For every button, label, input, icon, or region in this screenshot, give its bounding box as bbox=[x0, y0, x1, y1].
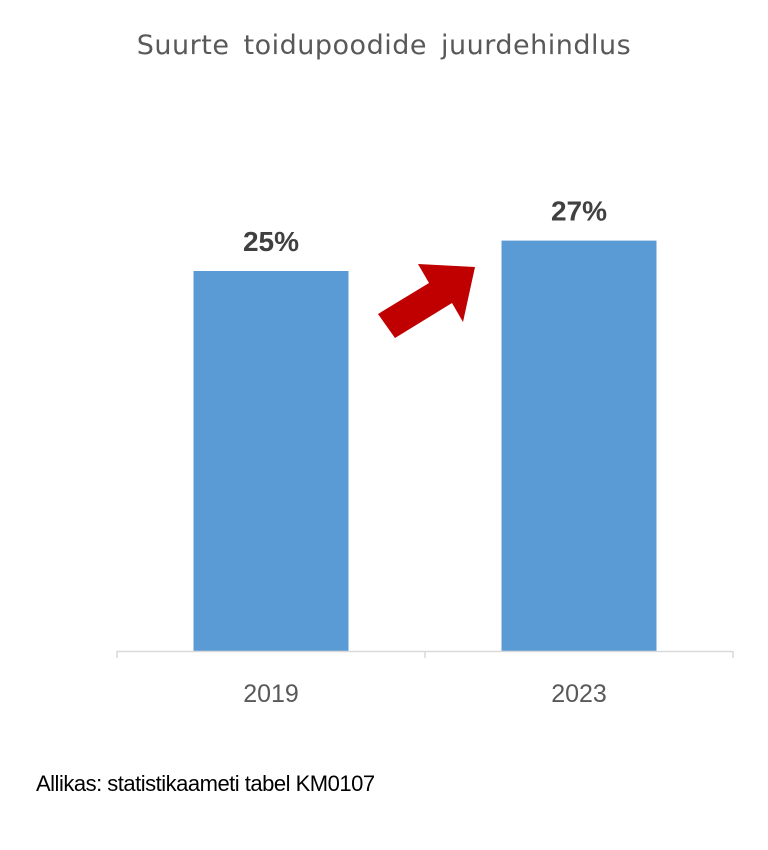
labels-layer: 25% 2019 27% 2023 bbox=[243, 196, 607, 708]
x-tick-label-2023: 2023 bbox=[551, 680, 607, 708]
source-note: Allikas: statistikaameti tabel KM0107 bbox=[36, 771, 375, 796]
chart-title: Suurte toidupoodide juurdehindlus bbox=[136, 30, 632, 61]
bar-2023 bbox=[501, 240, 657, 651]
bar-2019 bbox=[193, 271, 349, 651]
x-tick-label-2019: 2019 bbox=[243, 680, 299, 708]
data-label-2023: 27% bbox=[551, 196, 607, 227]
bars-layer bbox=[193, 240, 657, 651]
data-label-2019: 25% bbox=[243, 226, 299, 257]
increase-arrow-icon bbox=[378, 264, 475, 338]
x-axis bbox=[116, 650, 734, 658]
